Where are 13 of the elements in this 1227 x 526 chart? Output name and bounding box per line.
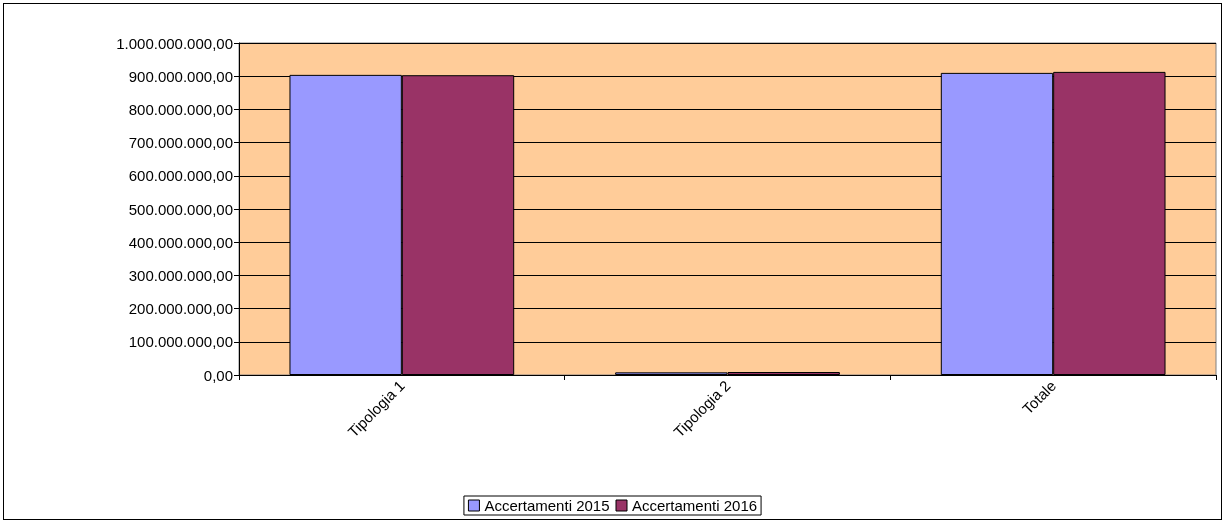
y-tick-label: 1.000.000.000,00: [116, 34, 233, 52]
y-tick-label: 200.000.000,00: [128, 300, 233, 318]
y-tick-label: 900.000.000,00: [128, 67, 233, 85]
y-tick-label: 600.000.000,00: [128, 167, 233, 185]
legend-label: Accertamenti 2015: [484, 497, 610, 514]
y-tick-label: 100.000.000,00: [128, 333, 233, 351]
y-tick-label: 800.000.000,00: [128, 100, 233, 118]
y-tick-label: 300.000.000,00: [128, 266, 233, 284]
y-tick-label: 500.000.000,00: [128, 200, 233, 218]
y-tick-label: 700.000.000,00: [128, 134, 233, 152]
y-tick-label: 400.000.000,00: [128, 233, 233, 251]
legend-label: Accertamenti 2016: [632, 497, 758, 514]
y-tick-label: 0,00: [203, 366, 233, 384]
